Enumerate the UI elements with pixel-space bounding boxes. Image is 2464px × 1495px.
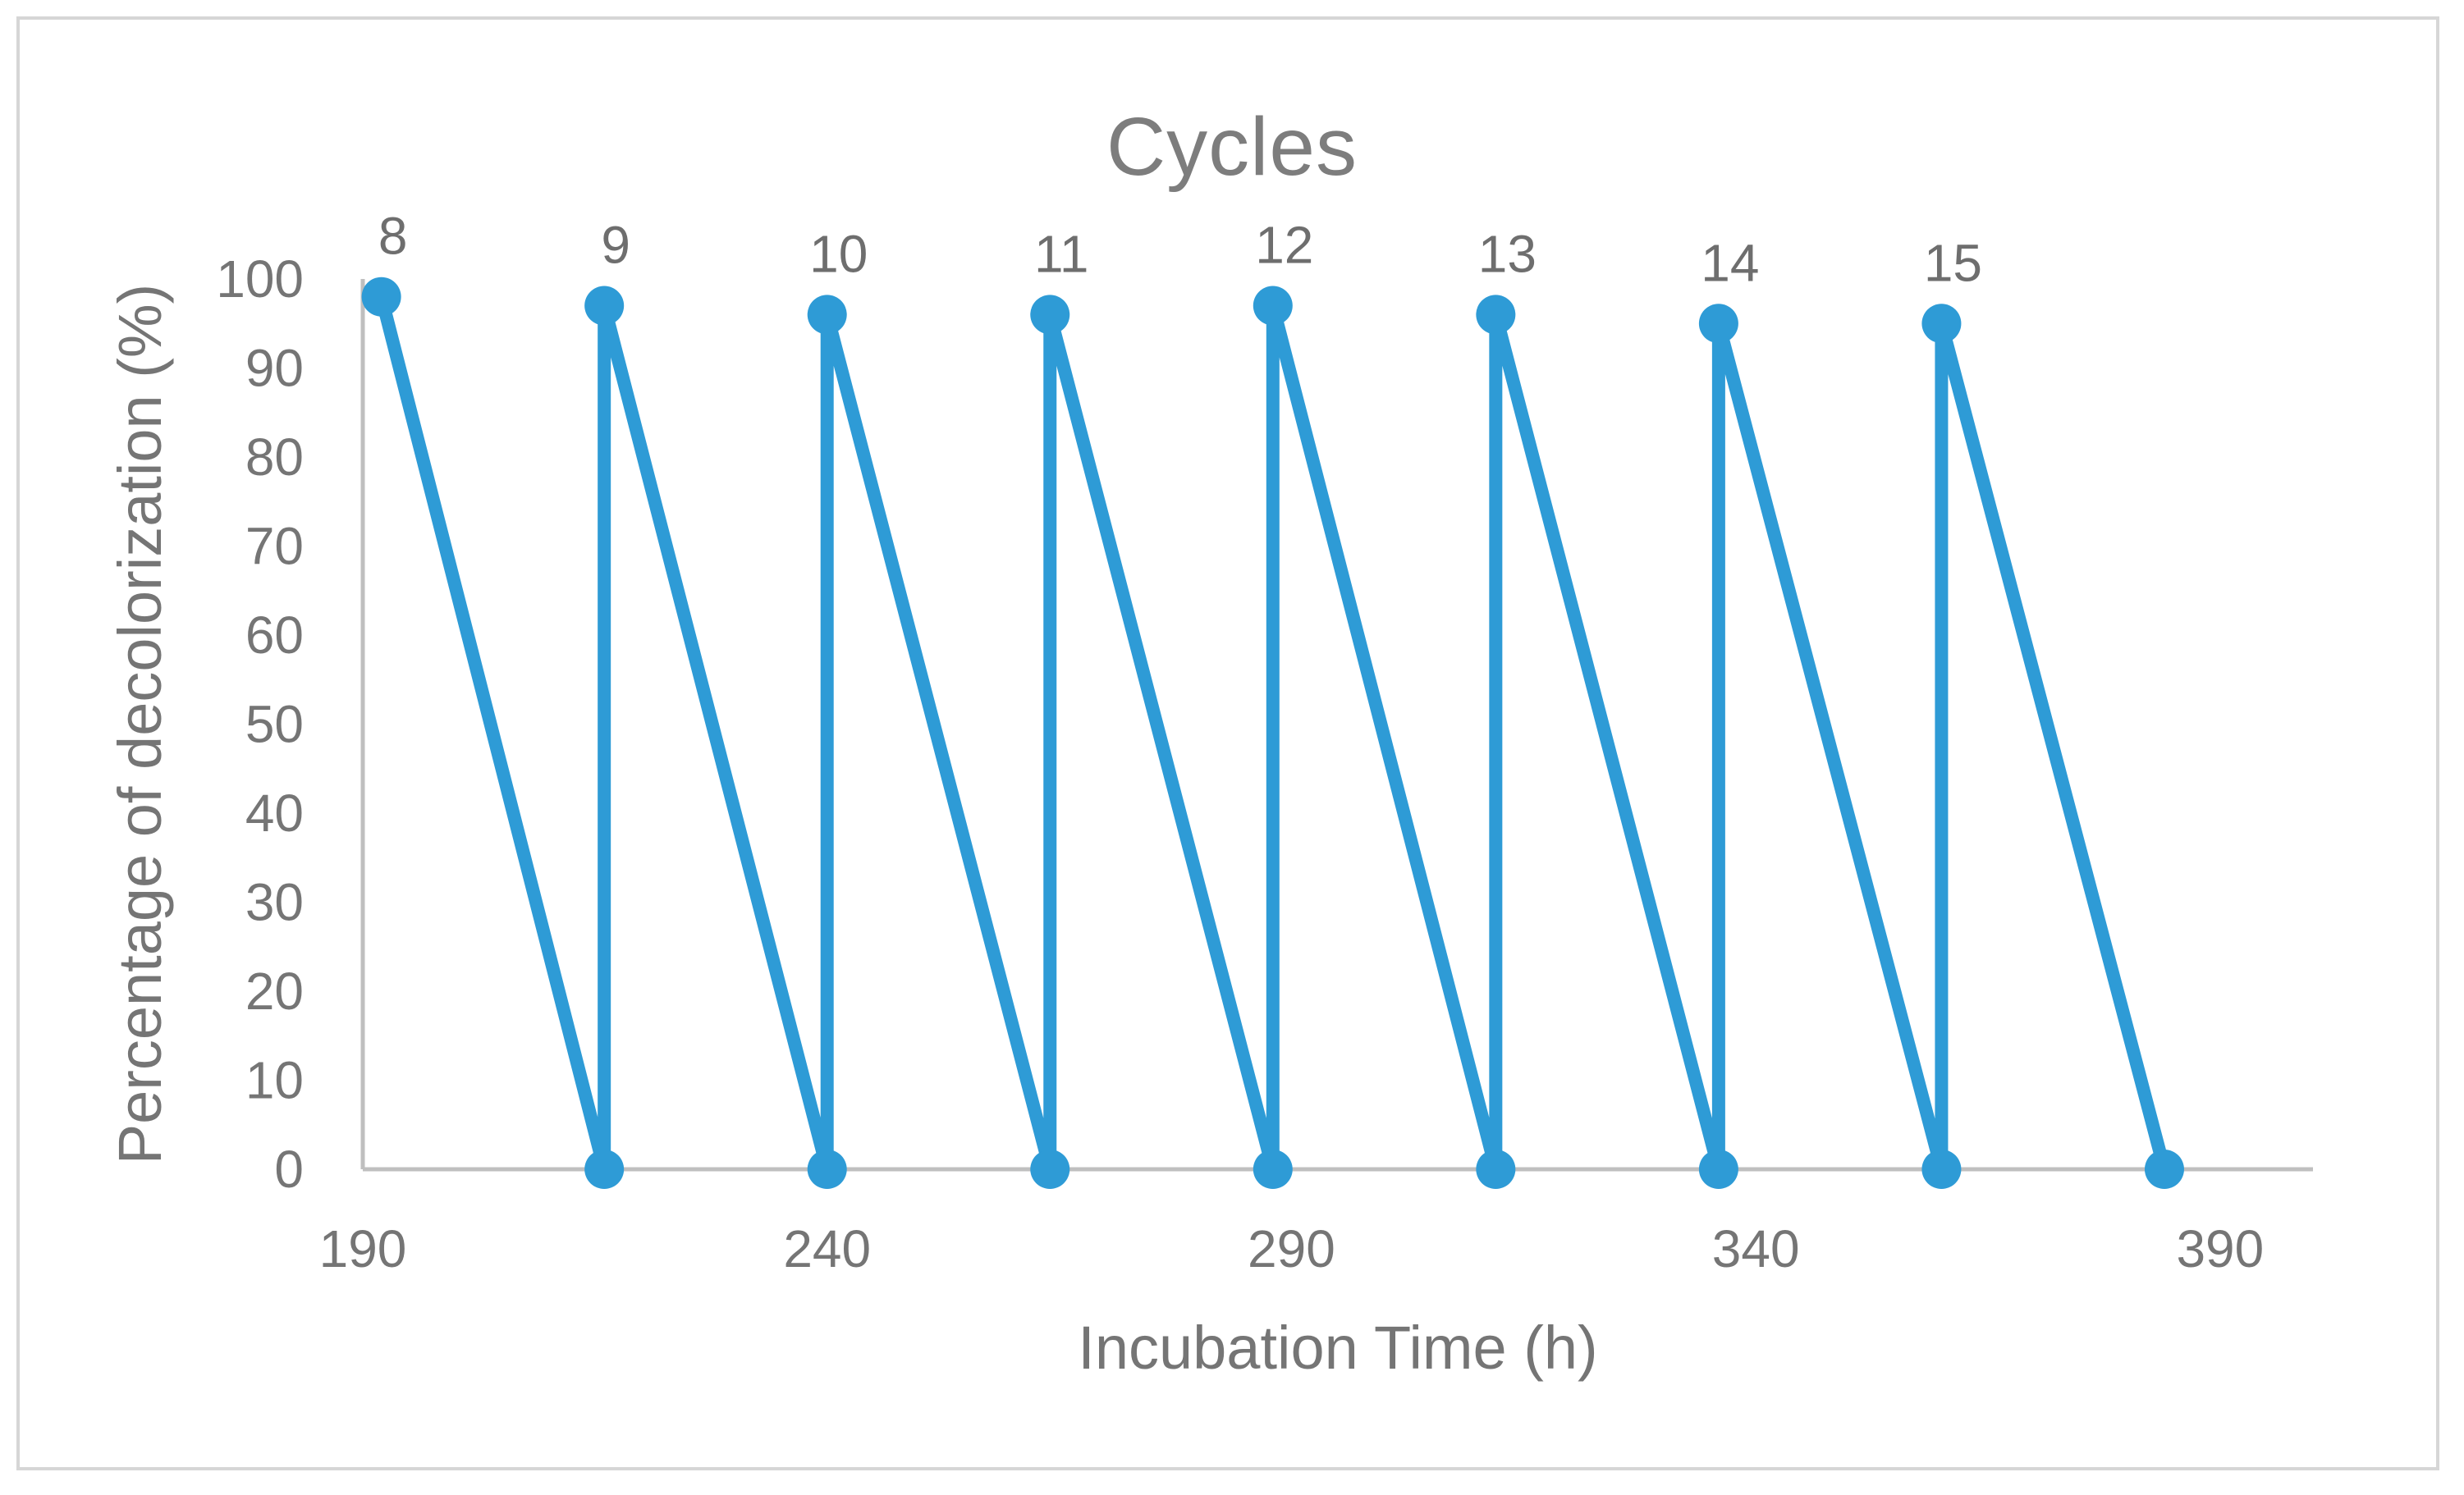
data-point-marker [1921,304,1962,344]
data-point-marker [1030,295,1070,335]
x-tick-label: 240 [783,1219,871,1278]
data-point-label: 11 [1034,224,1088,283]
data-point-marker [1253,1150,1293,1189]
data-point-label: 14 [1701,233,1759,292]
data-point-marker [1698,304,1738,344]
y-tick-label: 70 [245,517,304,576]
y-tick-label: 10 [245,1051,304,1110]
data-point-label: 13 [1478,224,1537,283]
data-point-label: 10 [809,224,868,283]
data-point-marker [361,277,401,317]
x-tick-label: 390 [2176,1219,2264,1278]
data-point-label: 9 [601,216,630,275]
y-tick-label: 0 [274,1140,304,1199]
x-tick-label: 290 [1248,1219,1335,1278]
data-point-label: 12 [1255,216,1313,275]
data-point-marker [1698,1150,1738,1189]
data-point-marker [807,1150,847,1189]
data-point-label: 8 [378,207,408,266]
chart-title: Cycles [1106,101,1358,193]
y-tick-label: 90 [245,339,304,398]
x-tick-label: 340 [1712,1219,1800,1278]
data-point-marker [1476,295,1516,335]
y-tick-label: 20 [245,962,304,1021]
data-point-label: 15 [1924,233,1982,292]
series-line [374,295,2171,1172]
y-axis-title: Percentage of decolorization (%) [106,284,174,1165]
data-point-marker [2144,1150,2184,1189]
chart-outer-border [16,16,2439,1470]
data-point-marker [1476,1150,1516,1189]
data-point-marker [807,295,847,335]
y-tick-label: 80 [245,427,304,487]
y-tick-label: 40 [245,784,304,843]
y-tick-label: 60 [245,606,304,665]
data-point-marker [584,1150,625,1189]
y-tick-label: 50 [245,695,304,754]
y-tick-label: 30 [245,873,304,932]
data-point-marker [1921,1150,1962,1189]
x-axis-title: Incubation Time (h) [1078,1314,1597,1382]
data-point-marker [584,286,625,326]
data-point-marker [1030,1150,1070,1189]
x-tick-label: 190 [319,1219,407,1278]
data-point-marker [1253,286,1293,326]
y-tick-label: 100 [216,249,304,309]
